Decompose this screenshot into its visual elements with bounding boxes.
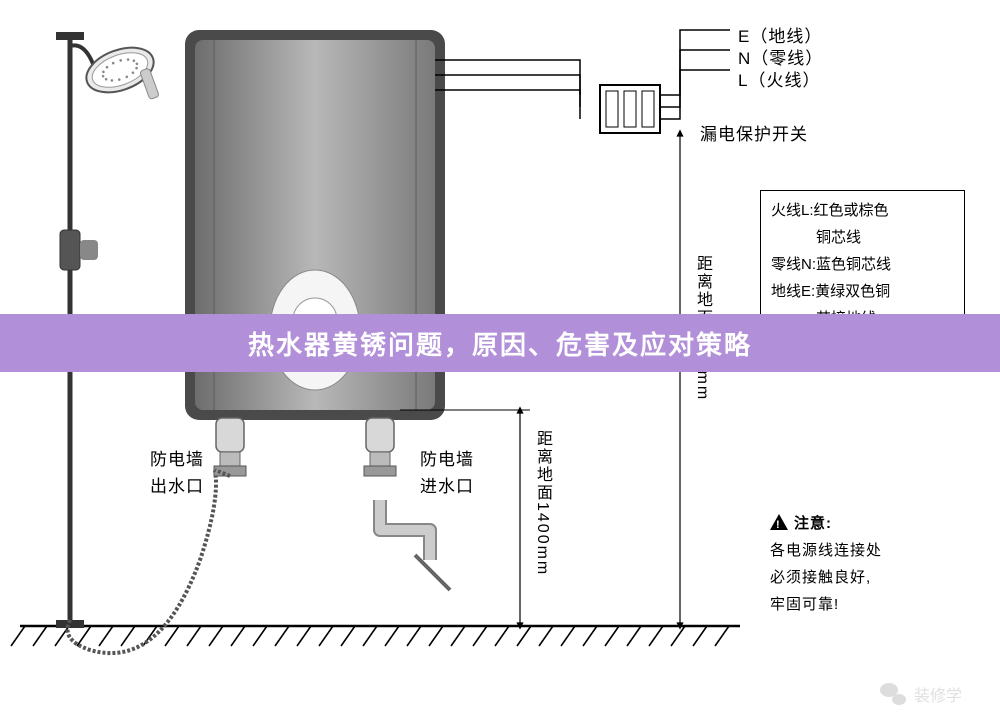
dimension-lines (400, 410, 530, 626)
water-ports (214, 418, 450, 590)
port-left-label2: 出水口 (150, 472, 204, 497)
port-right-label2: 进水口 (420, 472, 474, 497)
port-left-label1: 防电墙 (150, 445, 204, 470)
ground-line (11, 626, 740, 646)
title-overlay-band: 热水器黄锈问题，原因、危害及应对策略 (0, 314, 1000, 372)
dim-1400-label: 距离地面1400mm (530, 430, 554, 576)
wire-label-l: L（火线） (738, 66, 820, 91)
wechat-watermark: 装修学 (880, 682, 962, 706)
title-overlay-text: 热水器黄锈问题，原因、危害及应对策略 (248, 325, 752, 362)
breaker-label: 漏电保护开关 (700, 120, 808, 145)
port-right-label1: 防电墙 (420, 445, 474, 470)
watermark-text: 装修学 (914, 682, 962, 706)
wechat-icon (880, 683, 906, 705)
warning-notice: 注意:各电源线连接处必须接触良好,牢固可靠! (770, 510, 882, 618)
